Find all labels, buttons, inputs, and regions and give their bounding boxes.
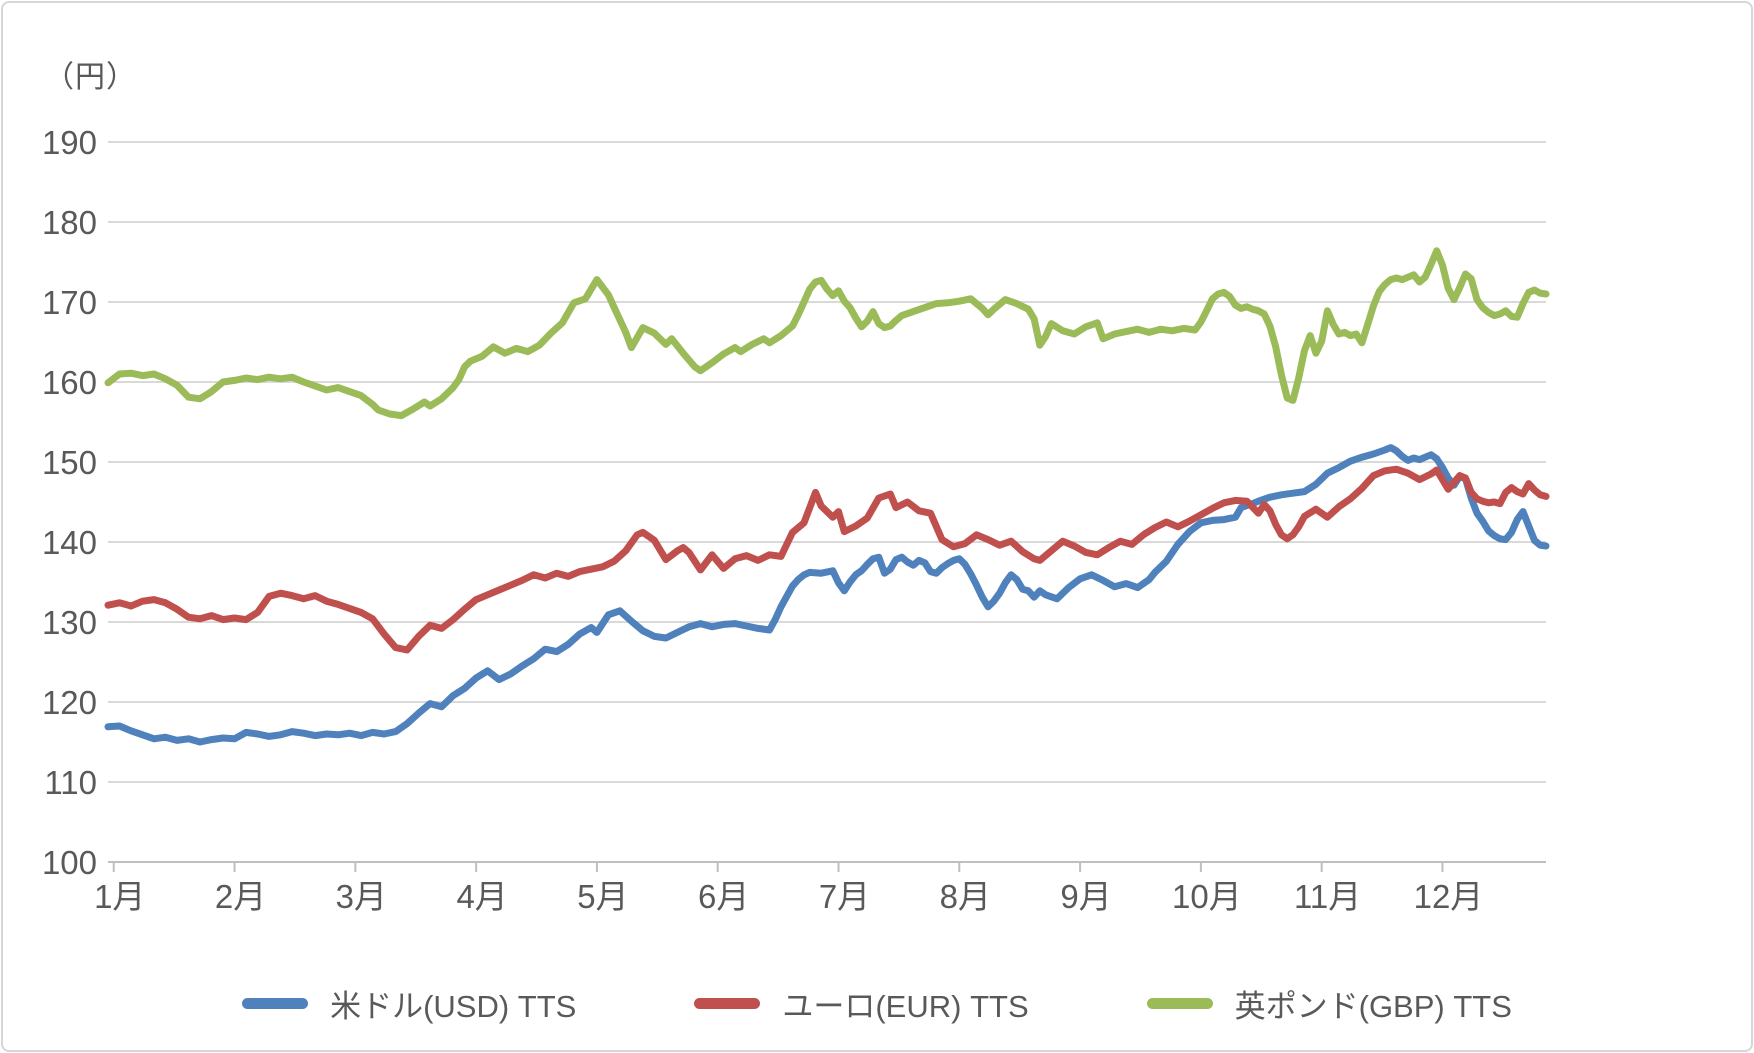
x-axis-month-label: 4月 [456,878,507,915]
legend-swatch-eur [694,997,761,1009]
x-axis-month-label: 1月 [94,878,145,915]
x-axis-month-label: 2月 [215,878,266,915]
x-axis-labels: 1月 2月 3月 4月 5月 6月 7月 8月 9月 10月 11月 12月 [94,878,1483,915]
legend-label: 米ドル(USD) TTS [330,988,577,1024]
y-axis-tick-label: 150 [42,444,97,481]
chart-legend: 米ドル(USD) TTS ユーロ(EUR) TTS 英ポンド(GBP) TTS [0,972,1754,1034]
x-axis-month-label: 11月 [1294,878,1361,915]
gridlines [108,141,1546,863]
legend-item-gbp: 英ポンド(GBP) TTS [1146,981,1512,1026]
y-axis-labels: 100 110 120 130 140 150 160 170 180 190 [42,124,97,881]
y-axis-tick-label: 110 [44,764,97,801]
legend-swatch-usd [242,997,309,1009]
series-line-eur [104,465,1550,654]
y-axis-tick-label: 130 [42,604,97,641]
series-line-gbp [104,247,1550,420]
legend-label: 英ポンド(GBP) TTS [1234,988,1512,1024]
y-axis-tick-label: 190 [42,124,97,161]
y-axis-tick-label: 100 [42,844,97,881]
y-axis-tick-label: 140 [42,524,97,561]
x-axis-month-label: 9月 [1060,878,1111,915]
y-axis-tick-label: 170 [42,284,97,321]
x-axis-month-label: 3月 [336,878,387,915]
y-axis-unit-label: （円） [44,61,137,94]
legend-item-usd: 米ドル(USD) TTS [242,981,576,1026]
x-axis-month-label: 12月 [1414,878,1484,915]
x-axis-ticks [112,862,1444,872]
x-axis-month-label: 6月 [698,878,749,915]
legend-swatch-gbp [1146,997,1213,1009]
y-axis-tick-label: 120 [42,684,97,721]
legend-item-eur: ユーロ(EUR) TTS [694,981,1029,1026]
x-axis-month-label: 8月 [940,878,991,915]
x-axis-month-label: 5月 [577,878,628,915]
y-axis-tick-label: 180 [42,204,97,241]
y-axis-tick-label: 160 [42,364,97,401]
series-line-usd [104,444,1550,746]
x-axis-month-label: 7月 [819,878,870,915]
legend-label: ユーロ(EUR) TTS [782,988,1029,1024]
x-axis-month-label: 10月 [1172,878,1242,915]
